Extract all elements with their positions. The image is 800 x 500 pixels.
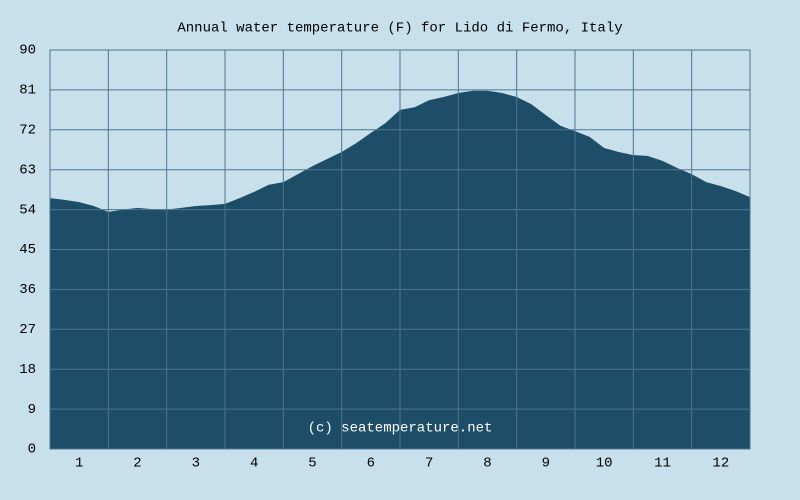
y-tick-label: 9	[28, 402, 36, 418]
x-tick-label: 3	[192, 456, 200, 472]
y-tick-label: 0	[28, 442, 36, 458]
x-tick-label: 8	[483, 456, 491, 472]
x-tick-label: 6	[367, 456, 375, 472]
x-tick-label: 9	[542, 456, 550, 472]
x-tick-label: 1	[75, 456, 83, 472]
y-tick-label: 36	[19, 282, 36, 298]
y-tick-label: 27	[19, 322, 36, 338]
x-tick-label: 11	[654, 456, 671, 472]
y-tick-label: 90	[19, 43, 36, 59]
x-tick-label: 10	[596, 456, 613, 472]
y-tick-label: 54	[19, 202, 36, 218]
x-tick-label: 4	[250, 456, 258, 472]
watermark: (c) seatemperature.net	[308, 421, 493, 437]
y-tick-label: 45	[19, 242, 36, 258]
y-tick-label: 18	[19, 362, 36, 378]
x-tick-label: 12	[712, 456, 729, 472]
y-tick-label: 81	[19, 83, 36, 99]
chart-title: Annual water temperature (F) for Lido di…	[177, 21, 622, 37]
x-tick-label: 2	[133, 456, 141, 472]
x-tick-label: 7	[425, 456, 433, 472]
y-tick-label: 72	[19, 123, 36, 139]
y-tick-label: 63	[19, 162, 36, 178]
x-tick-label: 5	[308, 456, 316, 472]
plot-frame	[49, 49, 751, 450]
